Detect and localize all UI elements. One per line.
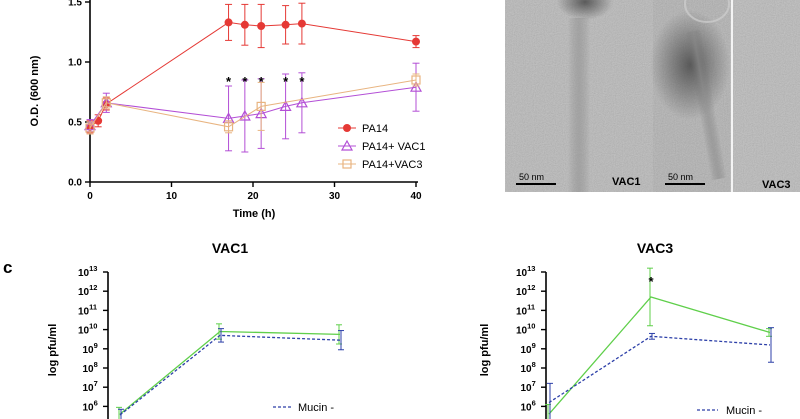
vac3-y-tick-label: 109 — [521, 341, 536, 356]
od-x-tick-label: 0 — [87, 191, 93, 202]
od-y-tick-label: 1.0 — [68, 58, 82, 69]
od-x-tick-label: 20 — [247, 191, 259, 202]
od-point — [411, 75, 421, 85]
scale-label-left: 50 nm — [519, 172, 544, 182]
legend-label-vac1: PA14+ VAC1 — [362, 141, 426, 153]
vac3-significance-star: * — [648, 274, 654, 289]
vac1-y-tick-label: 1012 — [78, 283, 97, 298]
od-point — [281, 20, 290, 29]
vac3-chart-title: VAC3 — [637, 240, 674, 256]
vac3-y-tick-label: 106 — [521, 398, 536, 413]
vac3-y-tick-label: 107 — [521, 379, 536, 394]
od-y-tick-label: 0.0 — [68, 178, 82, 189]
vac3-series-line — [548, 335, 771, 404]
micrograph-label-vac1: VAC1 — [612, 176, 641, 188]
vac1-legend: Mucin - — [273, 402, 334, 414]
od-series-pa14 — [86, 2, 420, 134]
legend-marker-vac1 — [340, 139, 354, 151]
vac1-y-tick-label: 109 — [83, 341, 98, 356]
od-point — [256, 101, 266, 112]
micrograph-label-vac3: VAC3 — [762, 179, 791, 191]
vac3-series-mucin- — [547, 327, 774, 419]
vac1-y-tick-label: 108 — [83, 360, 98, 375]
vac3-legend-label-mucin-minus: Mucin - — [726, 405, 762, 417]
od-significance-star: * — [299, 74, 305, 89]
vac1-legend-label-mucin-minus: Mucin - — [298, 402, 334, 414]
od-point — [224, 18, 233, 27]
vac1-pfu-chart: VAC1 1013 1012 1011 1010 109 108 107 106 log pf… — [47, 240, 344, 419]
od-significance-star: * — [242, 74, 248, 89]
vac1-series-line — [119, 330, 341, 415]
od-y-tick-label: 1.5 — [68, 0, 82, 9]
od-significance-star: * — [259, 74, 265, 89]
od-point — [295, 96, 308, 108]
od-point — [409, 80, 423, 92]
vac3-pfu-chart: VAC3 1013 1012 1011 1010 109 108 107 106 log pf… — [479, 240, 774, 419]
vac3-y-tick-label: 1011 — [516, 302, 535, 317]
od-series-line — [89, 79, 417, 129]
vac3-y-axis-label: log pfu/ml — [479, 324, 491, 377]
vac1-series-line — [119, 334, 341, 416]
od-point — [297, 19, 306, 28]
od-x-axis-label: Time (h) — [233, 208, 276, 220]
vac1-series-mucin- — [118, 328, 344, 419]
vac3-y-tick-label: 108 — [521, 360, 536, 375]
legend-label-pa14: PA14 — [362, 123, 388, 135]
vac1-y-axis-label: log pfu/ml — [47, 324, 59, 377]
legend-label-vac3: PA14+VAC3 — [362, 159, 422, 171]
od-x-tick-label: 30 — [329, 191, 341, 202]
od-series-pa14-vac3 — [85, 73, 421, 135]
od-series-line — [89, 86, 417, 126]
vac3-y-tick-label: 1012 — [516, 283, 535, 298]
od-point — [101, 98, 111, 108]
od-point — [412, 37, 420, 46]
legend-marker-vac3 — [342, 159, 352, 169]
vac3-series-line — [548, 296, 771, 415]
vac3-legend: Mucin - — [697, 405, 762, 417]
od-point — [223, 122, 234, 132]
vac3-y-tick-label: 1010 — [516, 322, 535, 337]
od-point — [279, 100, 292, 112]
od-significance-star: * — [283, 74, 289, 89]
vac1-y-tick-label: 1011 — [78, 302, 97, 317]
vac1-y-tick-label: 1010 — [78, 322, 97, 337]
od-growth-chart: 0.0 0.5 1.0 1.5 0 10 20 30 40 O.D. (600 nm) Tim… — [29, 0, 426, 220]
vac3-y-tick-label: 1013 — [516, 264, 535, 279]
micrograph-vac1: 50 nm VAC1 — [612, 0, 730, 192]
od-series-pa14-vac1 — [83, 62, 423, 153]
vac3-series-mucin- — [545, 267, 772, 419]
od-significance-star: * — [226, 74, 232, 89]
od-x-tick-label: 10 — [166, 191, 178, 202]
od-legend: PA14 PA14+ VAC1 PA14+VAC3 — [338, 123, 426, 171]
od-point — [257, 22, 266, 30]
micrograph-vac3: VAC3 — [730, 0, 800, 192]
scale-label-middle: 50 nm — [668, 172, 693, 182]
tem-micrographs: 50 nm 50 nm VAC1 VAC3 — [505, 0, 800, 192]
vac1-y-tick-label: 106 — [83, 398, 98, 413]
od-y-axis-label: O.D. (600 nm) — [29, 55, 41, 126]
legend-marker-pa14 — [343, 124, 351, 132]
vac1-chart-title: VAC1 — [212, 240, 249, 256]
od-point — [240, 20, 249, 29]
panel-label-c: c — [3, 258, 12, 277]
od-point — [85, 123, 95, 133]
vac1-y-tick-label: 107 — [83, 379, 98, 394]
micrograph-left: 50 nm — [505, 0, 653, 192]
od-y-tick-label: 0.5 — [68, 118, 82, 129]
od-x-tick-label: 40 — [410, 191, 422, 202]
vac1-y-tick-label: 1013 — [78, 264, 97, 279]
